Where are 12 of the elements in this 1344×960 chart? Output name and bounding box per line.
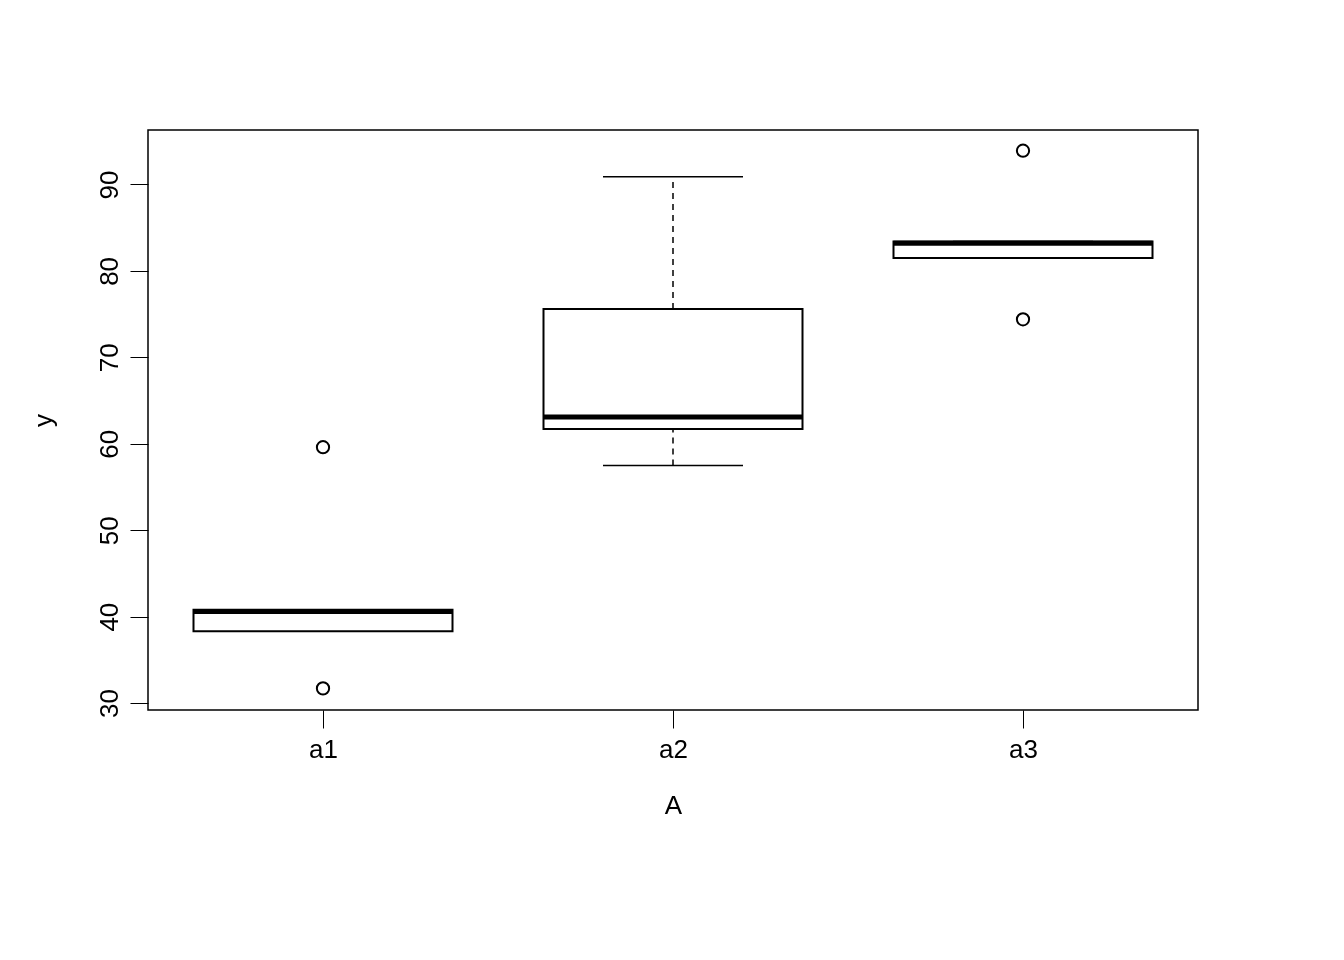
y-tick-label: 60 (93, 429, 124, 459)
y-tick-label: 30 (93, 689, 124, 719)
y-tick-label: 50 (93, 516, 124, 546)
x-tick-label: a2 (659, 733, 688, 764)
y-tick-label: 90 (93, 170, 124, 200)
x-tick-label: a3 (1009, 733, 1038, 764)
y-axis-title: y (27, 414, 58, 427)
y-tick-label: 70 (93, 343, 124, 373)
x-tick-label: a1 (309, 733, 338, 764)
y-tick-label: 80 (93, 256, 124, 286)
y-tick-label: 40 (93, 602, 124, 632)
x-axis-title: A (664, 789, 683, 820)
